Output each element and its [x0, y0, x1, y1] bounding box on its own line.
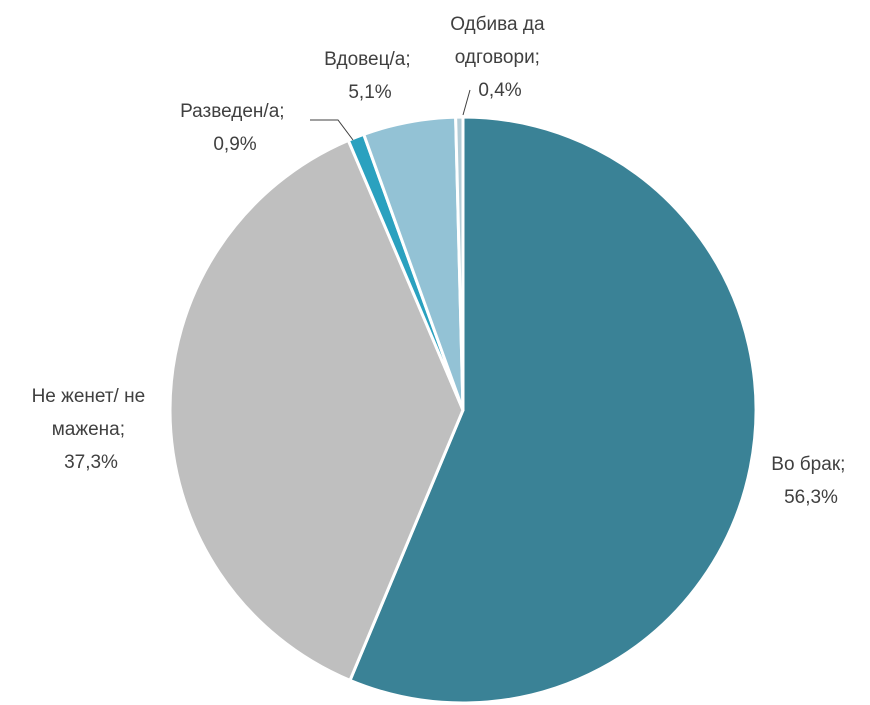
- leader-line-refused: [462, 89, 471, 116]
- data-label-refused-line2: одговори;: [455, 47, 540, 68]
- data-label-divorced: Разведен/а; 0,9%: [180, 101, 290, 155]
- leader-line-divorced: [310, 119, 354, 141]
- pie-slice-5: [454, 115, 465, 412]
- data-label-single-line1: Не женет/ не: [32, 386, 146, 407]
- pie-slice-2: [168, 138, 465, 682]
- data-label-single-value: 37,3%: [64, 452, 118, 473]
- pie-slices: [168, 115, 758, 705]
- data-label-single-line2: мажена;: [52, 419, 125, 440]
- data-label-refused-value: 0,4%: [478, 80, 521, 101]
- data-label-refused-line1: Одбива да: [450, 14, 545, 35]
- data-label-widowed: Вдовец/а; 5,1%: [324, 49, 416, 103]
- data-label-single: Не женет/ не мажена; 37,3%: [32, 386, 151, 473]
- data-label-married-value: 56,3%: [784, 487, 838, 508]
- data-label-married-line1: Во брак;: [771, 454, 845, 475]
- data-label-widowed-line1: Вдовец/а;: [324, 49, 411, 70]
- leader-lines: [310, 89, 471, 141]
- pie-slice-1: [348, 115, 758, 705]
- data-label-widowed-value: 5,1%: [348, 82, 391, 103]
- data-label-divorced-value: 0,9%: [213, 134, 256, 155]
- data-label-married: Во брак; 56,3%: [771, 454, 850, 508]
- data-label-divorced-line1: Разведен/а;: [180, 101, 284, 122]
- data-label-refused: Одбива да одговори; 0,4%: [450, 14, 550, 101]
